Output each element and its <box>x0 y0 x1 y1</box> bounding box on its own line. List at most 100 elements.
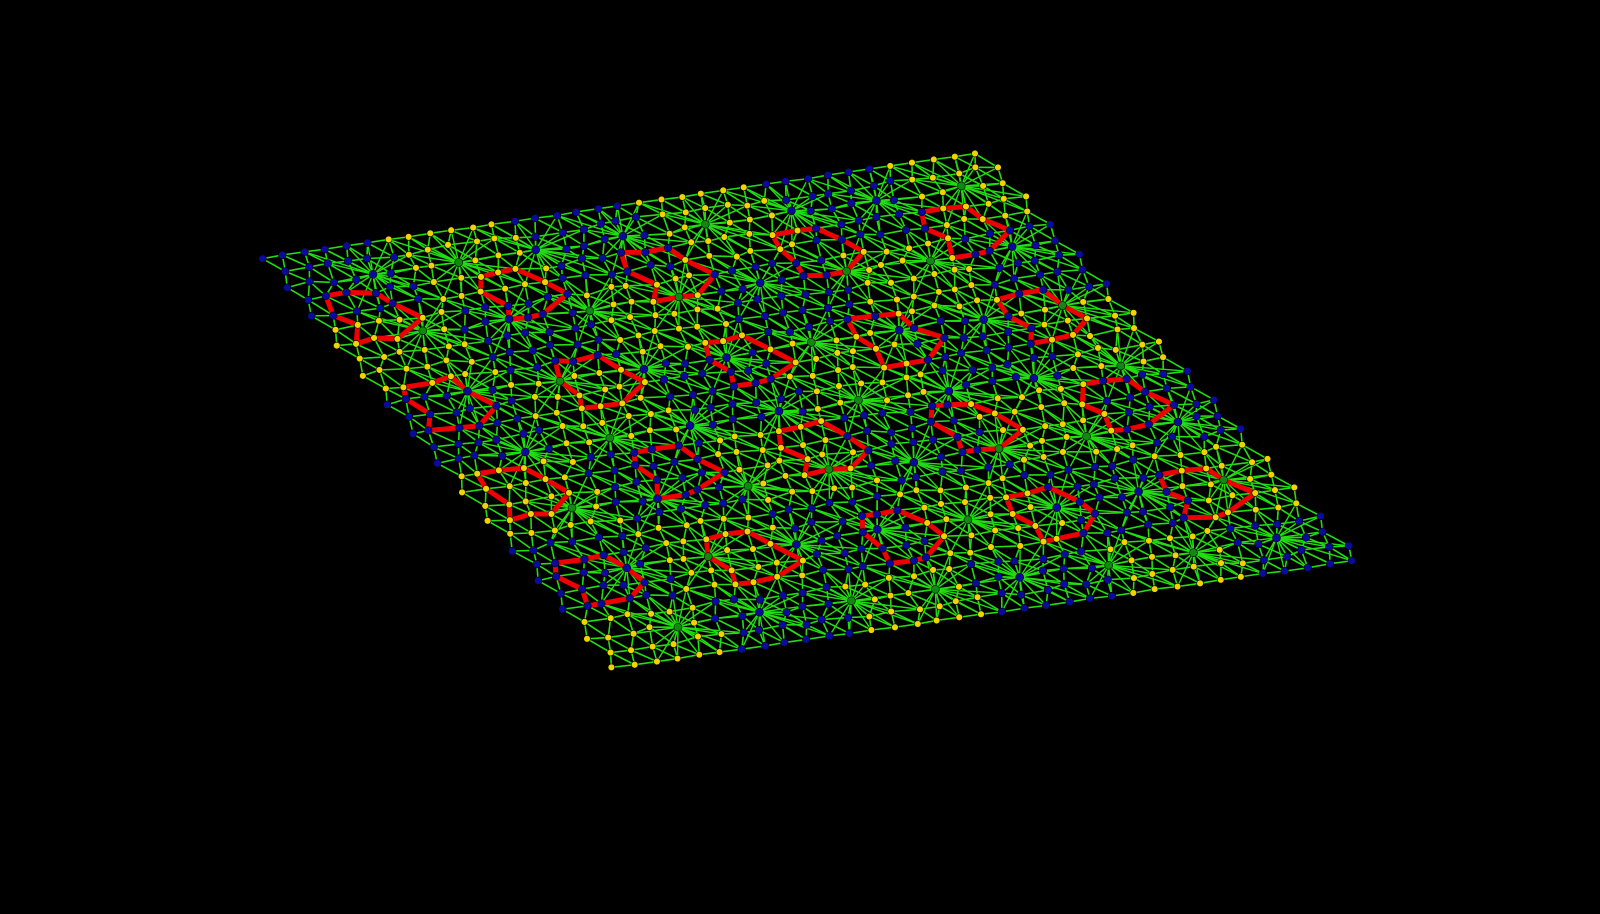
yellow-node <box>760 197 768 205</box>
yellow-node <box>585 438 593 446</box>
hub-spoke <box>1019 576 1087 586</box>
hub-spoke <box>626 613 679 628</box>
mesh-edge <box>1156 441 1182 456</box>
hub-spoke <box>1061 268 1084 307</box>
highlight-edge <box>987 227 1013 254</box>
hub-spoke <box>722 485 749 504</box>
blue-node <box>1046 220 1055 229</box>
hub-spoke <box>1026 492 1058 509</box>
blue-node <box>533 363 542 372</box>
hub-spoke <box>689 402 734 427</box>
hub-spoke <box>827 270 848 309</box>
blue-node <box>837 235 846 244</box>
mesh-edge <box>378 369 405 389</box>
blue-node <box>708 420 717 429</box>
blue-node <box>528 346 537 355</box>
mesh-edge <box>1295 502 1322 517</box>
blue-node <box>982 346 991 355</box>
hub-spoke <box>828 600 853 637</box>
mesh-edge <box>939 489 966 503</box>
hub-spoke <box>736 255 761 284</box>
hub-spoke <box>458 237 496 264</box>
mesh-edge <box>514 220 537 238</box>
hub-spoke <box>790 210 860 222</box>
mesh-edge <box>378 367 408 371</box>
mesh-edge <box>643 234 669 249</box>
hub-spoke <box>372 254 410 275</box>
hub-spoke <box>852 366 860 401</box>
mesh-edge <box>1094 512 1123 532</box>
hub-spoke <box>845 270 892 284</box>
highlight-edge <box>512 266 548 285</box>
blue-node <box>371 289 381 298</box>
yellow-node <box>607 283 616 291</box>
hub-spoke <box>1061 285 1090 307</box>
mesh-edge <box>829 320 858 338</box>
hub-spoke <box>466 361 473 392</box>
hub-spoke <box>949 519 969 554</box>
blue-node <box>680 371 689 381</box>
mesh-edge <box>759 434 782 449</box>
mesh-edge <box>534 396 558 414</box>
blue-node <box>1050 236 1060 245</box>
yellow-node <box>740 183 748 192</box>
hub-spoke <box>795 543 846 554</box>
blue-node <box>524 299 533 308</box>
hub-spoke <box>795 262 848 272</box>
blue-node <box>843 315 852 324</box>
hub-spoke <box>927 359 950 392</box>
mesh-edge <box>1114 349 1145 363</box>
blue-node <box>792 258 801 268</box>
mesh-edge <box>1215 445 1253 463</box>
hub-spoke <box>982 284 996 321</box>
hub-node <box>585 306 595 316</box>
hub-spoke <box>923 506 969 521</box>
hub-spoke <box>634 464 659 500</box>
yellow-node <box>893 295 901 304</box>
blue-node <box>778 308 788 317</box>
blue-node <box>895 210 904 219</box>
mesh-edge <box>324 295 358 313</box>
hub-spoke <box>1085 435 1134 461</box>
mesh-edge <box>334 329 357 345</box>
blue-node <box>777 394 786 404</box>
mesh-edge <box>1082 419 1113 432</box>
hub-spoke <box>1137 490 1217 518</box>
hub-spoke <box>841 520 878 531</box>
hub-spoke <box>795 543 850 570</box>
yellow-node <box>639 347 647 356</box>
blue-node <box>808 192 817 201</box>
mesh-edge <box>530 513 556 532</box>
mesh-edge <box>326 262 358 281</box>
mesh-edge <box>590 456 616 472</box>
mesh-edge <box>1151 573 1179 588</box>
hub-spoke <box>458 261 482 293</box>
hub-spoke <box>747 475 787 487</box>
mesh-edge <box>632 632 654 648</box>
yellow-node <box>418 314 427 322</box>
hub-spoke <box>581 407 611 439</box>
mesh-edge <box>1051 338 1079 356</box>
hub-spoke <box>934 588 979 598</box>
mesh-edge <box>1219 429 1243 446</box>
hub-spoke <box>422 298 445 332</box>
hub-spoke <box>1177 386 1192 423</box>
hub-spoke <box>1120 365 1164 375</box>
hub-spoke <box>795 543 864 567</box>
hub-spoke <box>707 548 754 558</box>
hub-spoke <box>725 348 772 359</box>
mesh-edge <box>583 621 610 639</box>
hub-spoke <box>845 270 915 298</box>
hub-spoke <box>556 214 624 237</box>
mesh-edge <box>710 569 737 586</box>
hub-spoke <box>632 626 679 635</box>
blue-node <box>442 391 451 400</box>
yellow-node <box>687 238 695 246</box>
yellow-node <box>705 252 714 260</box>
blue-node <box>587 320 596 329</box>
mesh-edge <box>1009 229 1037 247</box>
yellow-node <box>569 458 577 466</box>
hub-spoke <box>850 600 921 611</box>
mesh-edge <box>905 229 929 245</box>
